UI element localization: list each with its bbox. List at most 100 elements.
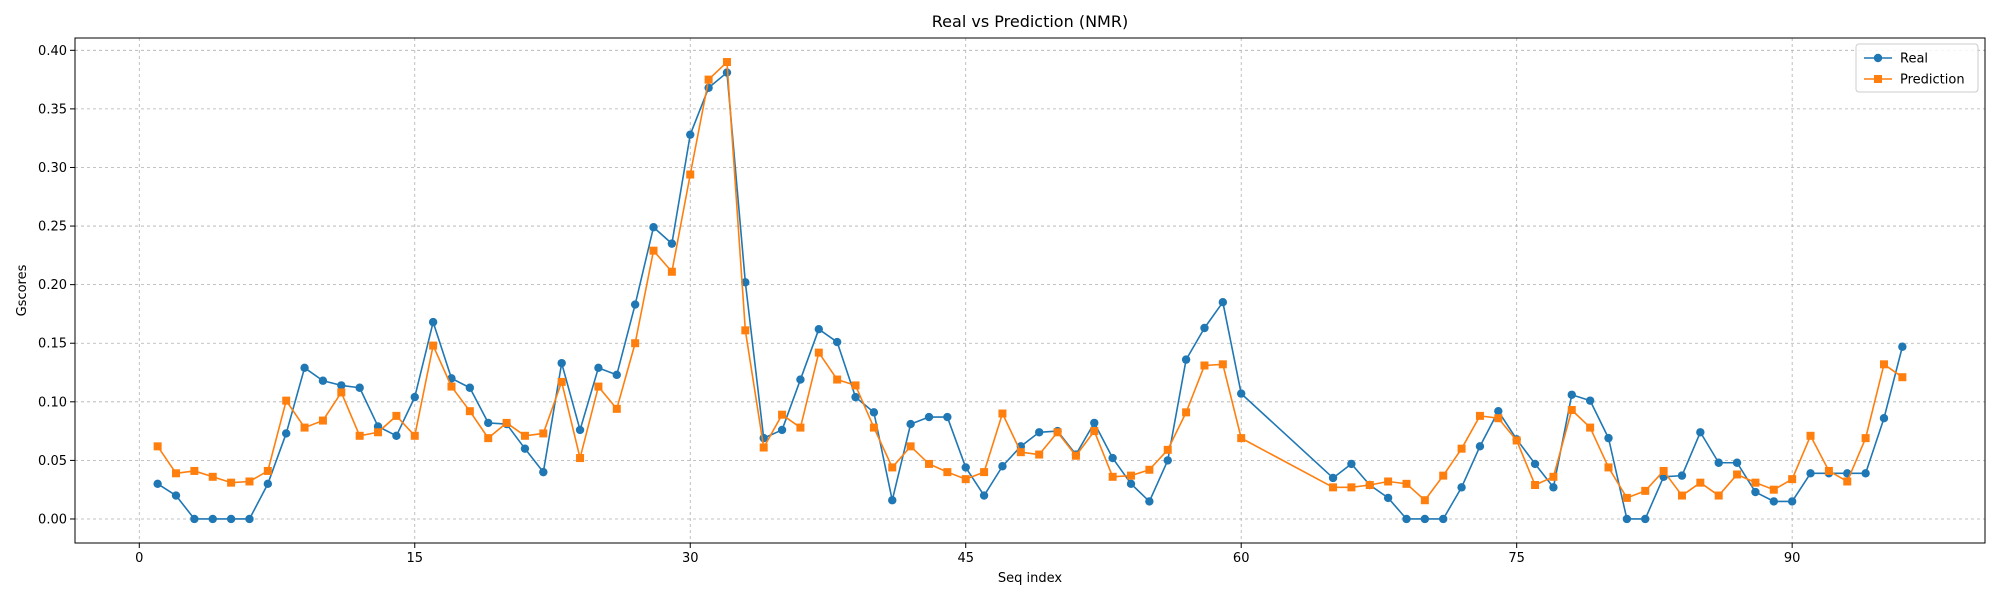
data-point-real <box>575 425 585 435</box>
data-point-real <box>1530 459 1540 469</box>
data-point-prediction <box>796 423 805 432</box>
data-point-prediction <box>594 382 603 391</box>
data-point-prediction <box>1218 360 1227 369</box>
data-point-real <box>1090 418 1099 428</box>
data-point-prediction <box>1549 472 1558 481</box>
tick-layer: 0 15 30 45 60 75 90 0.00 0.05 0.10 0.15 0.20 0.25 0.3… <box>38 44 1800 566</box>
legend-label-prediction: Prediction <box>1900 73 1965 88</box>
data-point-prediction <box>943 468 952 477</box>
data-point-real <box>1861 469 1870 478</box>
data-point-real <box>1879 414 1889 423</box>
data-point-real <box>1714 458 1723 467</box>
data-point-real <box>1622 514 1632 524</box>
data-point-real <box>263 479 273 489</box>
data-point-prediction <box>1402 479 1411 488</box>
legend: Real Prediction <box>1855 43 1979 93</box>
y-tick-label: 0.00 <box>38 512 67 527</box>
data-point-prediction <box>686 170 695 179</box>
data-point-prediction <box>778 410 787 419</box>
data-point-real <box>1585 396 1595 405</box>
y-tick-label: 0.40 <box>38 44 67 59</box>
series-line-real <box>157 71 1904 520</box>
data-point-prediction <box>1898 373 1907 382</box>
data-point-prediction <box>1824 466 1833 475</box>
data-point-real <box>1034 428 1044 437</box>
data-point-prediction <box>318 416 327 425</box>
data-point-prediction <box>1127 471 1136 480</box>
data-point-real <box>190 514 199 524</box>
data-point-real <box>869 408 879 417</box>
data-point-prediction <box>1347 483 1356 492</box>
data-point-real <box>171 491 181 500</box>
data-point-real <box>1898 342 1907 351</box>
data-point-prediction <box>1237 434 1246 443</box>
data-point-prediction <box>429 341 438 350</box>
data-point-prediction <box>576 454 585 463</box>
data-point-prediction <box>961 475 970 484</box>
data-point-real <box>337 381 346 390</box>
data-point-prediction <box>1861 434 1870 443</box>
plot-frame <box>74 37 1986 544</box>
data-point-prediction <box>227 478 236 487</box>
data-point-prediction <box>1457 444 1466 453</box>
data-point-real <box>612 370 621 380</box>
data-point-real <box>1181 355 1191 364</box>
data-point-real <box>557 358 566 368</box>
data-point-real <box>465 383 475 392</box>
data-point-real <box>1641 514 1650 524</box>
data-point-prediction <box>1751 478 1760 487</box>
legend-box <box>1855 43 1979 93</box>
data-point-real <box>741 278 750 287</box>
data-point-real <box>851 392 860 402</box>
series-layer <box>153 58 1907 524</box>
data-point-prediction <box>1439 471 1448 480</box>
data-point-prediction <box>1420 496 1429 505</box>
data-point-prediction <box>980 468 989 477</box>
x-tick-label: 75 <box>1508 551 1525 566</box>
data-point-real <box>1751 487 1760 497</box>
data-point-prediction <box>1108 472 1117 481</box>
data-point-prediction <box>410 431 419 440</box>
data-point-prediction <box>337 388 346 397</box>
data-point-real <box>1494 406 1503 416</box>
data-point-prediction <box>1806 431 1815 440</box>
data-point-real <box>814 324 823 334</box>
data-point-real <box>832 337 842 347</box>
data-point-prediction <box>282 396 291 405</box>
data-point-prediction <box>1090 427 1099 436</box>
y-tick-label: 0.35 <box>38 102 67 117</box>
data-point-prediction <box>1053 428 1062 437</box>
data-point-real <box>1439 514 1448 524</box>
data-point-prediction <box>1071 451 1080 460</box>
data-point-real <box>1383 493 1393 503</box>
data-point-real <box>428 317 438 327</box>
series-real <box>153 68 1907 524</box>
y-axis-label: Gscores <box>15 264 30 316</box>
data-point-prediction <box>1200 361 1209 370</box>
data-point-real <box>318 376 328 385</box>
data-point-prediction <box>1714 491 1723 500</box>
data-point-prediction <box>1035 450 1044 459</box>
data-point-prediction <box>1163 445 1172 454</box>
data-point-prediction <box>465 407 474 416</box>
data-point-real <box>1218 298 1228 307</box>
data-point-prediction <box>300 423 309 432</box>
data-point-prediction <box>1512 436 1521 445</box>
data-point-prediction <box>1604 463 1613 472</box>
data-point-prediction <box>1365 481 1374 490</box>
data-point-prediction <box>759 443 768 452</box>
data-point-real <box>484 418 493 428</box>
data-point-prediction <box>374 428 383 437</box>
data-point-real <box>888 496 897 505</box>
data-point-prediction <box>447 382 456 391</box>
data-point-prediction <box>153 442 162 451</box>
data-point-prediction <box>649 246 658 255</box>
data-point-prediction <box>869 423 878 432</box>
data-point-prediction <box>245 477 254 486</box>
data-point-prediction <box>1769 485 1778 494</box>
data-point-prediction <box>888 463 897 472</box>
data-point-prediction <box>539 429 548 438</box>
data-point-real <box>777 425 787 435</box>
data-point-prediction <box>1182 408 1191 417</box>
x-tick-label: 60 <box>1233 551 1250 566</box>
